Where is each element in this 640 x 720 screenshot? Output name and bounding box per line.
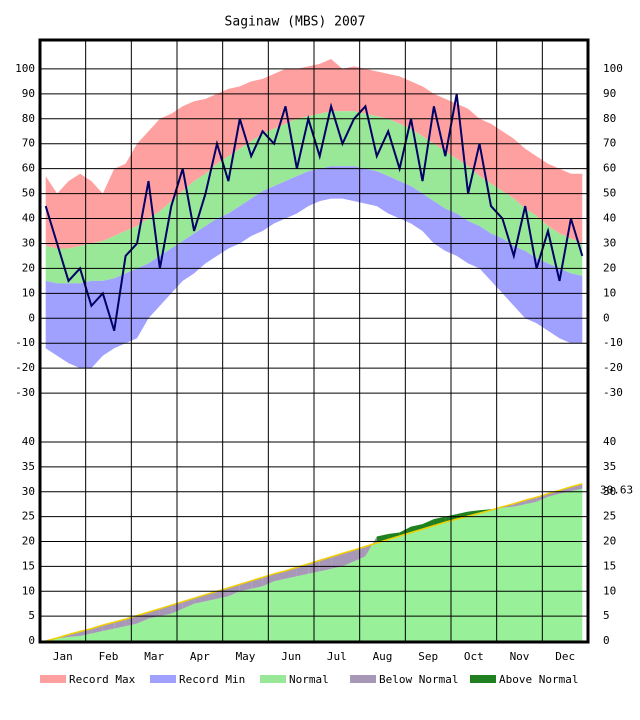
below-normal-area [570, 483, 583, 492]
y-tick-label-left: 5 [28, 609, 35, 622]
y-tick-label-left: -30 [15, 386, 35, 399]
y-tick-label-left: -10 [15, 336, 35, 349]
above-normal-area [422, 519, 434, 530]
legend-label: Above Normal [499, 673, 578, 686]
x-tick-label: Jan [53, 650, 73, 663]
y-tick-label-right: 0 [603, 311, 610, 324]
legend-label: Normal [289, 673, 329, 686]
legend-label: Record Min [179, 673, 245, 686]
y-tick-label-right: 70 [603, 137, 616, 150]
below-normal-area [91, 625, 103, 634]
y-tick-label-left: 0 [28, 634, 35, 647]
y-tick-label-left: 20 [22, 535, 35, 548]
value-label: 30.63 [600, 484, 633, 497]
y-tick-label-right: 20 [603, 261, 616, 274]
y-tick-label-right: 5 [603, 609, 610, 622]
chart-title: Saginaw (MBS) 2007 [225, 15, 366, 30]
legend-swatch [150, 675, 176, 683]
below-normal-area [525, 497, 537, 505]
y-tick-label-left: 30 [22, 236, 35, 249]
legend-label: Below Normal [379, 673, 458, 686]
y-tick-label-right: 40 [603, 435, 616, 448]
y-tick-label-right: -30 [603, 386, 623, 399]
x-tick-label: May [236, 650, 256, 663]
y-tick-label-right: 90 [603, 87, 616, 100]
x-tick-label: Oct [464, 650, 484, 663]
y-tick-label-right: 20 [603, 535, 616, 548]
x-tick-label: Dec [555, 650, 575, 663]
below-normal-area [194, 594, 206, 604]
record-max-area [45, 59, 583, 249]
below-normal-area [102, 622, 115, 631]
y-tick-label-right: 35 [603, 460, 616, 473]
x-tick-label: Jun [281, 650, 301, 663]
y-tick-label-left: 100 [15, 62, 35, 75]
y-tick-label-left: 10 [22, 286, 35, 299]
below-normal-area [239, 580, 252, 592]
below-normal-area [331, 553, 343, 569]
normal-area [45, 111, 583, 284]
x-tick-label: Mar [144, 650, 164, 663]
x-tick-label: Feb [99, 650, 119, 663]
y-tick-label-left: 50 [22, 187, 35, 200]
actual-area [45, 488, 583, 641]
plot-border [38, 38, 590, 644]
above-normal-area [411, 524, 423, 533]
below-normal-area [365, 536, 377, 557]
legend-swatch [470, 675, 496, 683]
above-normal-area [433, 516, 446, 526]
y-tick-label-left: 40 [22, 212, 35, 225]
x-tick-label: Apr [190, 650, 210, 663]
y-tick-label-right: 30 [603, 485, 616, 498]
y-tick-label-right: 10 [603, 584, 616, 597]
below-normal-area [342, 550, 354, 567]
y-tick-label-right: 40 [603, 212, 616, 225]
above-normal-area [388, 532, 400, 540]
y-tick-label-left: 20 [22, 261, 35, 274]
x-tick-label: Aug [373, 650, 393, 663]
y-tick-label-left: -20 [15, 361, 35, 374]
y-tick-label-left: 25 [22, 510, 35, 523]
y-tick-label-right: -10 [603, 336, 623, 349]
above-normal-area [376, 534, 389, 543]
y-tick-label-left: 10 [22, 584, 35, 597]
legend-label: Record Max [69, 673, 136, 686]
legend-swatch [350, 675, 376, 683]
y-tick-label-left: 90 [22, 87, 35, 100]
below-normal-area [319, 556, 332, 572]
y-tick-label-left: 35 [22, 460, 35, 473]
legend-swatch [40, 675, 66, 683]
y-tick-label-right: 25 [603, 510, 616, 523]
y-tick-label-left: 60 [22, 162, 35, 175]
x-tick-label: Sep [418, 650, 438, 663]
y-tick-label-right: 80 [603, 112, 616, 125]
y-tick-label-right: 0 [603, 634, 610, 647]
y-tick-label-left: 0 [28, 311, 35, 324]
y-tick-label-right: 30 [603, 236, 616, 249]
y-tick-label-right: 10 [603, 286, 616, 299]
legend-swatch [260, 675, 286, 683]
x-tick-label: Jul [327, 650, 347, 663]
x-tick-label: Nov [510, 650, 530, 663]
y-tick-label-right: 50 [603, 187, 616, 200]
y-tick-label-right: 100 [603, 62, 623, 75]
y-tick-label-left: 40 [22, 435, 35, 448]
y-tick-label-left: 15 [22, 559, 35, 572]
y-tick-label-right: 15 [603, 559, 616, 572]
record-min-area [45, 166, 583, 369]
y-tick-label-right: -20 [603, 361, 623, 374]
y-tick-label-left: 30 [22, 485, 35, 498]
y-tick-label-left: 80 [22, 112, 35, 125]
above-normal-area [456, 511, 469, 520]
y-tick-label-right: 60 [603, 162, 616, 175]
y-tick-label-left: 70 [22, 137, 35, 150]
below-normal-area [205, 591, 217, 602]
